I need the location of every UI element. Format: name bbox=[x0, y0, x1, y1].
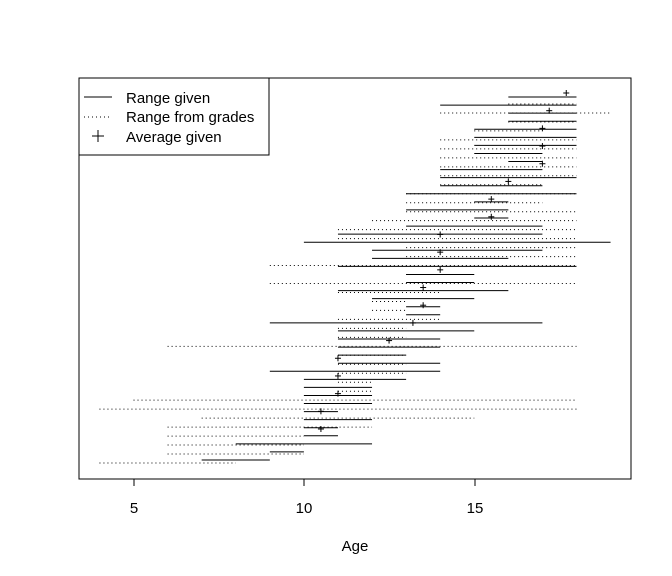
legend-label-average-given: Average given bbox=[126, 129, 222, 146]
average-marker bbox=[334, 355, 341, 362]
average-marker bbox=[488, 196, 495, 203]
x-axis-title: Age bbox=[342, 538, 369, 555]
average-marker bbox=[563, 90, 570, 96]
average-marker bbox=[420, 284, 427, 291]
legend-label-range-from-grades: Range from grades bbox=[126, 109, 254, 126]
average-marker bbox=[539, 125, 546, 132]
x-axis: 5 10 15 Age bbox=[130, 478, 484, 555]
legend: Range given Range from grades Average gi… bbox=[78, 77, 270, 156]
average-marker bbox=[488, 213, 495, 220]
average-marker bbox=[437, 249, 444, 256]
average-marker bbox=[409, 319, 416, 326]
average-marker bbox=[437, 266, 444, 273]
average-marker bbox=[420, 302, 427, 309]
grade-ranges-group bbox=[99, 103, 611, 464]
legend-plus-marker bbox=[92, 130, 104, 142]
given-ranges-group bbox=[201, 96, 611, 461]
average-marker bbox=[546, 107, 553, 114]
average-markers-group bbox=[317, 90, 570, 432]
legend-label-range-given: Range given bbox=[126, 90, 210, 107]
average-marker bbox=[317, 408, 324, 415]
x-tick-label: 15 bbox=[467, 500, 484, 517]
average-marker bbox=[437, 231, 444, 238]
average-marker bbox=[334, 390, 341, 397]
average-marker bbox=[505, 178, 512, 185]
average-marker bbox=[539, 160, 546, 167]
x-tick-label: 10 bbox=[296, 500, 313, 517]
average-marker bbox=[317, 426, 324, 432]
x-tick-label: 5 bbox=[130, 500, 138, 517]
average-marker bbox=[386, 337, 393, 344]
legend-box bbox=[78, 77, 270, 156]
average-marker bbox=[539, 143, 546, 150]
average-marker bbox=[334, 372, 341, 379]
